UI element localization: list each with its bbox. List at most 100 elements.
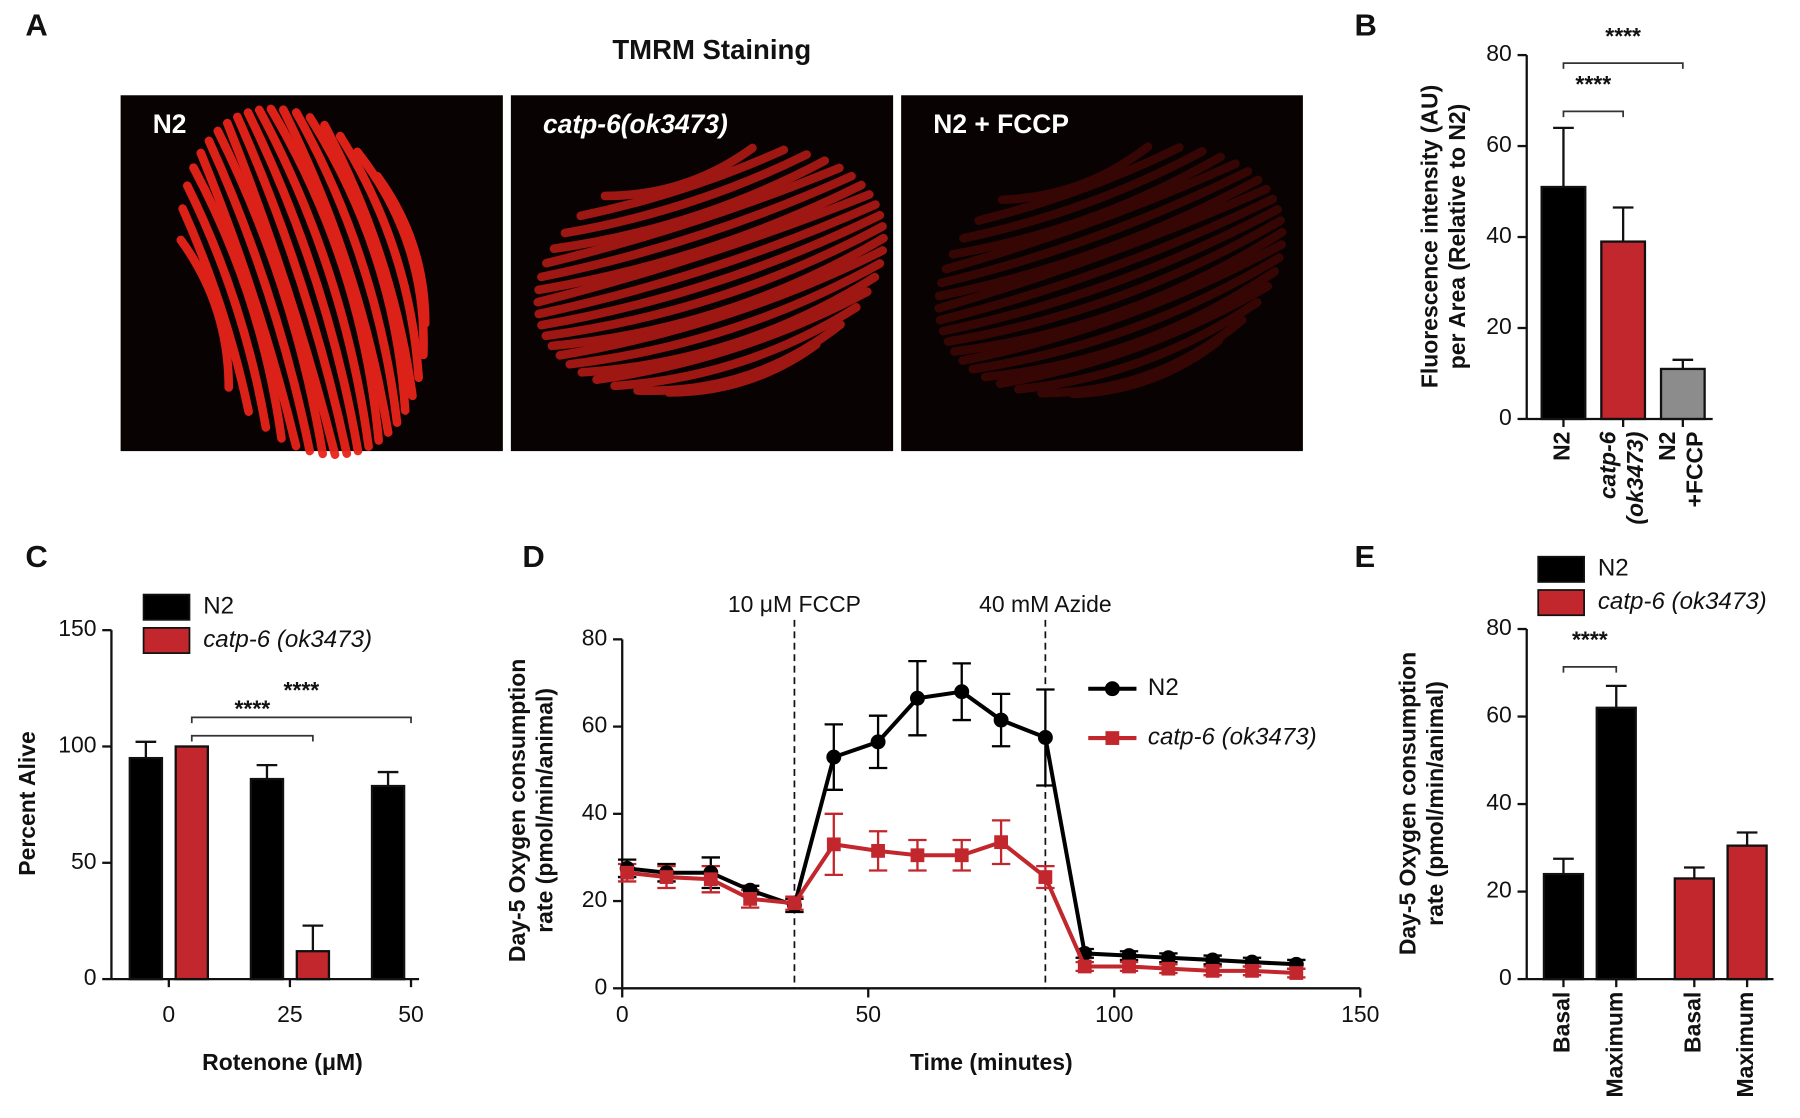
error-bar: [1553, 126, 1574, 187]
x-tick-label: (ok3473): [1622, 432, 1648, 525]
x-tick-label: N2: [1549, 432, 1575, 461]
marker: [1205, 963, 1220, 978]
marker: [1122, 959, 1136, 974]
error-bar: [135, 740, 157, 759]
error-bar: [1672, 358, 1694, 369]
worm: [305, 113, 410, 415]
worm: [943, 216, 1285, 346]
x-tick-label: 50: [855, 1001, 881, 1027]
worm: [968, 253, 1284, 374]
worm: [576, 145, 789, 221]
x-axis-label: Time (minutes): [910, 1049, 1073, 1075]
y-tick-label: 40: [1486, 222, 1512, 248]
significance-bracket: [1562, 666, 1618, 673]
worm: [560, 150, 811, 238]
bar: [1673, 877, 1715, 981]
worm: [372, 171, 430, 328]
bar: [1540, 185, 1587, 421]
panel-title: TMRM Staining: [612, 34, 811, 65]
bar: [128, 756, 164, 981]
significance-label: ****: [1575, 71, 1611, 97]
y-tick-label: 60: [582, 712, 608, 738]
bar: [1595, 706, 1637, 981]
legend-label: N2: [1598, 555, 1629, 582]
y-tick-label: 0: [595, 973, 608, 999]
worm: [565, 259, 885, 369]
y-tick-label: 80: [1486, 614, 1512, 640]
worm: [541, 222, 887, 341]
image-label: N2: [153, 109, 187, 139]
worm: [222, 118, 340, 459]
image-label: N2 + FCCP: [933, 109, 1069, 139]
panel-letter: D: [522, 539, 544, 574]
worm: [335, 131, 423, 383]
worm: [243, 108, 363, 456]
y-axis-label: Percent Alive: [14, 731, 40, 876]
worm: [178, 204, 253, 416]
y-tick-label: 60: [1486, 131, 1512, 157]
bar: [1600, 240, 1647, 421]
bar: [1659, 367, 1706, 421]
marker: [994, 835, 1008, 850]
worm: [610, 303, 861, 391]
y-axis-label: rate (pmol/min/animal): [1422, 681, 1448, 926]
error-bar: [1605, 684, 1627, 708]
error-bar: [1736, 831, 1758, 846]
worm: [577, 272, 880, 377]
error-bar: [302, 924, 324, 952]
y-axis-label: Fluorescence intensity (AU): [1417, 85, 1443, 388]
error-bar: [1553, 857, 1574, 875]
y-tick-label: 150: [58, 615, 96, 641]
marker: [993, 712, 1009, 728]
significance-bracket: [1562, 110, 1625, 118]
worm: [291, 108, 402, 427]
worm: [935, 194, 1278, 325]
panel-letter: C: [25, 539, 47, 574]
marker: [703, 872, 718, 887]
y-tick-label: 20: [582, 886, 608, 912]
worm-cluster: [176, 104, 430, 459]
error-bar: [256, 763, 278, 780]
legend-marker: [1104, 681, 1120, 697]
x-tick-label: catp-6: [1594, 431, 1620, 499]
marker: [1161, 961, 1176, 976]
significance-label: ****: [1605, 23, 1641, 49]
worm: [934, 184, 1271, 313]
worm: [189, 163, 286, 443]
worm: [633, 320, 845, 396]
legend-label: catp-6 (ok3473): [1598, 588, 1767, 615]
worm-cluster: [533, 143, 888, 397]
significance-label: ****: [284, 677, 320, 703]
worm: [592, 287, 872, 384]
legend-label: N2: [1148, 674, 1179, 701]
x-tick-label: 0: [616, 1001, 629, 1027]
marker: [787, 896, 802, 911]
worm: [555, 246, 887, 360]
panel-letter: A: [25, 8, 47, 43]
marker: [743, 891, 758, 906]
worm: [959, 147, 1207, 243]
legend-swatch: [142, 627, 191, 654]
marker: [826, 837, 841, 852]
worm: [196, 148, 301, 451]
worm: [278, 105, 393, 437]
marker: [909, 690, 925, 706]
x-tick-label: 0: [162, 1001, 175, 1027]
marker: [954, 684, 970, 700]
x-tick-label: 25: [277, 1001, 303, 1027]
marker: [954, 848, 969, 863]
event-label: 10 μM FCCP: [728, 591, 861, 617]
legend-swatch: [142, 593, 191, 621]
bar: [1726, 844, 1768, 981]
significance-bracket: [190, 734, 314, 742]
worm: [547, 233, 888, 351]
legend-swatch: [1537, 555, 1585, 583]
x-tick-label: Basal: [1549, 992, 1575, 1053]
y-axis-label: rate (pmol/min/animal): [532, 688, 558, 933]
worm: [320, 120, 417, 401]
y-tick-label: 60: [1486, 702, 1512, 728]
worm: [974, 143, 1184, 225]
x-tick-label: N2: [1654, 432, 1680, 461]
x-tick-label: Maximum: [1732, 992, 1758, 1098]
bar: [249, 777, 285, 981]
